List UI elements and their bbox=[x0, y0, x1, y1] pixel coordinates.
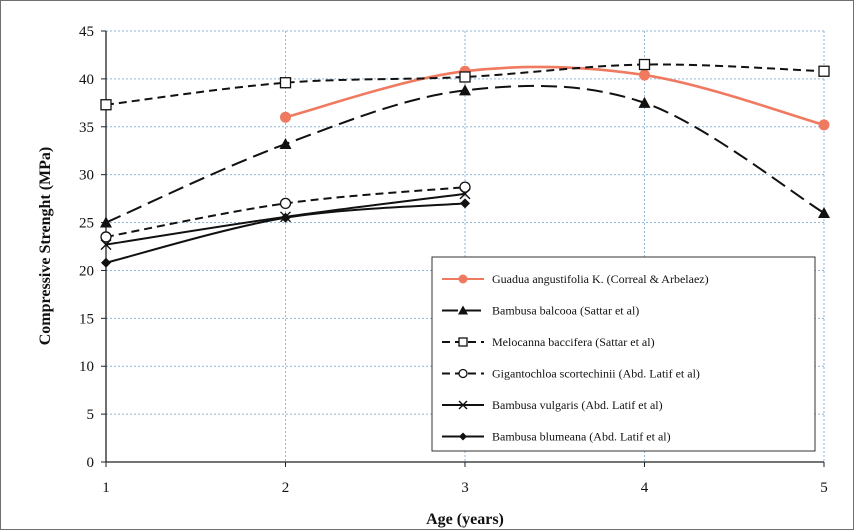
x-tick-label: 5 bbox=[820, 480, 828, 496]
legend-label: Bambusa balcooa (Sattar et al) bbox=[492, 304, 639, 318]
marker-stroke bbox=[100, 239, 112, 251]
data-point-marker bbox=[460, 198, 470, 209]
x-tick-label: 2 bbox=[282, 480, 290, 496]
y-axis-title: Compressive Strenght (MPa) bbox=[37, 147, 54, 346]
legend-item: Guadua angustifolia K. (Correal & Arbela… bbox=[442, 272, 709, 286]
y-tick-label: 0 bbox=[87, 455, 95, 471]
x-tick-label: 3 bbox=[461, 480, 469, 496]
legend-box bbox=[431, 256, 816, 452]
legend-item: Bambusa vulgaris (Abd. Latif et al) bbox=[442, 398, 663, 412]
data-point-marker bbox=[458, 305, 468, 315]
y-tick-label: 25 bbox=[79, 216, 94, 232]
y-tick-label: 30 bbox=[79, 168, 94, 184]
data-point-marker bbox=[639, 69, 650, 81]
data-point-marker bbox=[458, 400, 468, 410]
x-tick-label: 1 bbox=[102, 480, 110, 496]
legend-item: Bambusa blumeana (Abd. Latif et al) bbox=[442, 430, 671, 444]
data-point-marker bbox=[459, 181, 471, 193]
marker-stroke bbox=[459, 188, 471, 200]
series-markers bbox=[100, 58, 830, 268]
data-point-marker bbox=[459, 84, 471, 96]
data-point-marker bbox=[280, 111, 291, 123]
data-point-marker bbox=[638, 58, 651, 71]
data-point-marker bbox=[279, 138, 292, 150]
data-point-marker bbox=[638, 96, 651, 108]
series-line bbox=[105, 63, 825, 106]
marker-stroke bbox=[458, 400, 468, 410]
legend-item: Bambusa balcooa (Sattar et al) bbox=[442, 304, 639, 318]
data-point-marker bbox=[458, 368, 468, 379]
y-tick-label: 45 bbox=[79, 24, 94, 40]
legend-item: Melocanna baccifera (Sattar et al) bbox=[442, 335, 655, 349]
data-point-marker bbox=[459, 71, 471, 83]
legend-label: Guadua angustifolia K. (Correal & Arbela… bbox=[492, 272, 709, 286]
data-point-marker bbox=[459, 432, 467, 441]
y-tick-label: 35 bbox=[79, 120, 94, 136]
legend-label: Gigantochloa scortechinii (Abd. Latif et… bbox=[492, 367, 700, 381]
legend-item: Gigantochloa scortechinii (Abd. Latif et… bbox=[442, 367, 700, 381]
y-tick-label: 10 bbox=[79, 359, 94, 375]
data-point-marker bbox=[458, 337, 468, 347]
data-point-marker bbox=[818, 65, 830, 77]
legend: Guadua angustifolia K. (Correal & Arbela… bbox=[431, 256, 816, 452]
data-point-marker bbox=[280, 212, 291, 223]
axes bbox=[101, 30, 825, 467]
data-point-marker bbox=[101, 257, 111, 268]
x-tick-label: 4 bbox=[641, 480, 649, 496]
data-point-marker bbox=[459, 188, 471, 200]
data-point-marker bbox=[279, 197, 292, 210]
legend-label: Bambusa vulgaris (Abd. Latif et al) bbox=[492, 398, 663, 412]
x-axis-title: Age (years) bbox=[426, 511, 504, 528]
y-tick-label: 40 bbox=[79, 72, 94, 88]
data-point-marker bbox=[279, 77, 292, 89]
data-point-marker bbox=[100, 216, 112, 228]
y-tick-label: 15 bbox=[79, 311, 94, 327]
legend-label: Melocanna baccifera (Sattar et al) bbox=[492, 335, 655, 349]
data-point-marker bbox=[818, 119, 830, 131]
data-point-marker bbox=[100, 99, 112, 111]
series-line bbox=[285, 65, 825, 127]
y-tick-label: 20 bbox=[79, 263, 94, 279]
y-tick-label: 5 bbox=[87, 407, 95, 423]
legend-label: Bambusa blumeana (Abd. Latif et al) bbox=[492, 430, 671, 444]
data-point-marker bbox=[100, 231, 112, 243]
data-point-marker bbox=[818, 206, 830, 218]
data-point-marker bbox=[100, 239, 112, 251]
data-point-marker bbox=[458, 274, 468, 284]
